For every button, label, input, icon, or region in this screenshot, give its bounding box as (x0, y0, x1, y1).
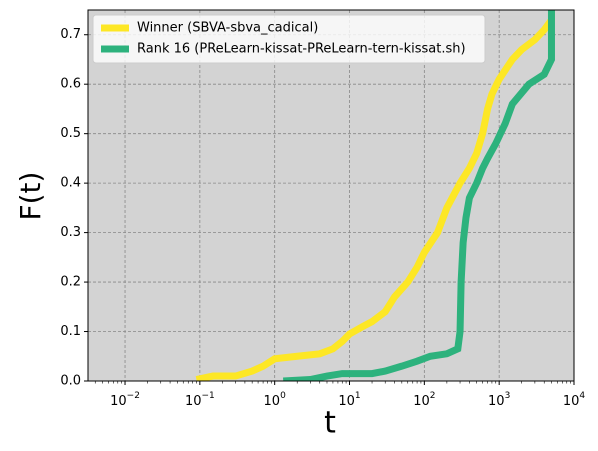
x-tick-exponent: −2 (127, 391, 140, 401)
x-tick-base: 10 (185, 394, 202, 409)
legend-label: Winner (SBVA-sbva_cadical) (137, 21, 318, 36)
y-tick-label: 0.4 (60, 176, 81, 191)
y-tick-label: 0.2 (60, 275, 81, 290)
y-tick-label: 0.3 (60, 225, 81, 240)
legend-box (92, 14, 486, 64)
series-line (195, 10, 555, 381)
x-tick-base: 10 (413, 394, 430, 409)
legend-label: Rank 16 (PReLearn-kissat-PReLearn-tern-k… (137, 42, 466, 57)
x-tick-label: 100 (264, 391, 287, 409)
x-tick-exponent: 1 (355, 391, 361, 401)
x-tick-exponent: −1 (201, 391, 214, 401)
x-tick-label: 10−1 (185, 391, 215, 409)
plot-background (88, 10, 574, 381)
x-tick-base: 10 (563, 394, 580, 409)
series-line (283, 10, 555, 381)
y-tick-label: 0.0 (60, 374, 81, 389)
x-tick-label: 103 (488, 391, 510, 409)
y-axis-label: F(t) (14, 172, 47, 221)
x-tick-exponent: 3 (505, 391, 511, 401)
y-tick-label: 0.5 (60, 126, 81, 141)
x-tick-base: 10 (264, 394, 281, 409)
x-tick-base: 10 (488, 394, 505, 409)
x-tick-base: 10 (338, 394, 355, 409)
plot-frame (87, 9, 575, 382)
y-tick-label: 0.6 (60, 77, 81, 92)
x-tick-exponent: 4 (579, 391, 585, 401)
x-tick-label: 102 (413, 391, 435, 409)
x-tick-base: 10 (110, 394, 127, 409)
x-tick-exponent: 2 (430, 391, 436, 401)
x-tick-label: 101 (338, 391, 360, 409)
x-tick-label: 104 (563, 391, 586, 409)
y-tick-label: 0.1 (60, 324, 81, 339)
x-tick-label: 10−2 (110, 391, 140, 409)
y-tick-label: 0.7 (60, 27, 81, 42)
x-axis-label: t (324, 406, 336, 441)
x-tick-exponent: 0 (280, 391, 286, 401)
